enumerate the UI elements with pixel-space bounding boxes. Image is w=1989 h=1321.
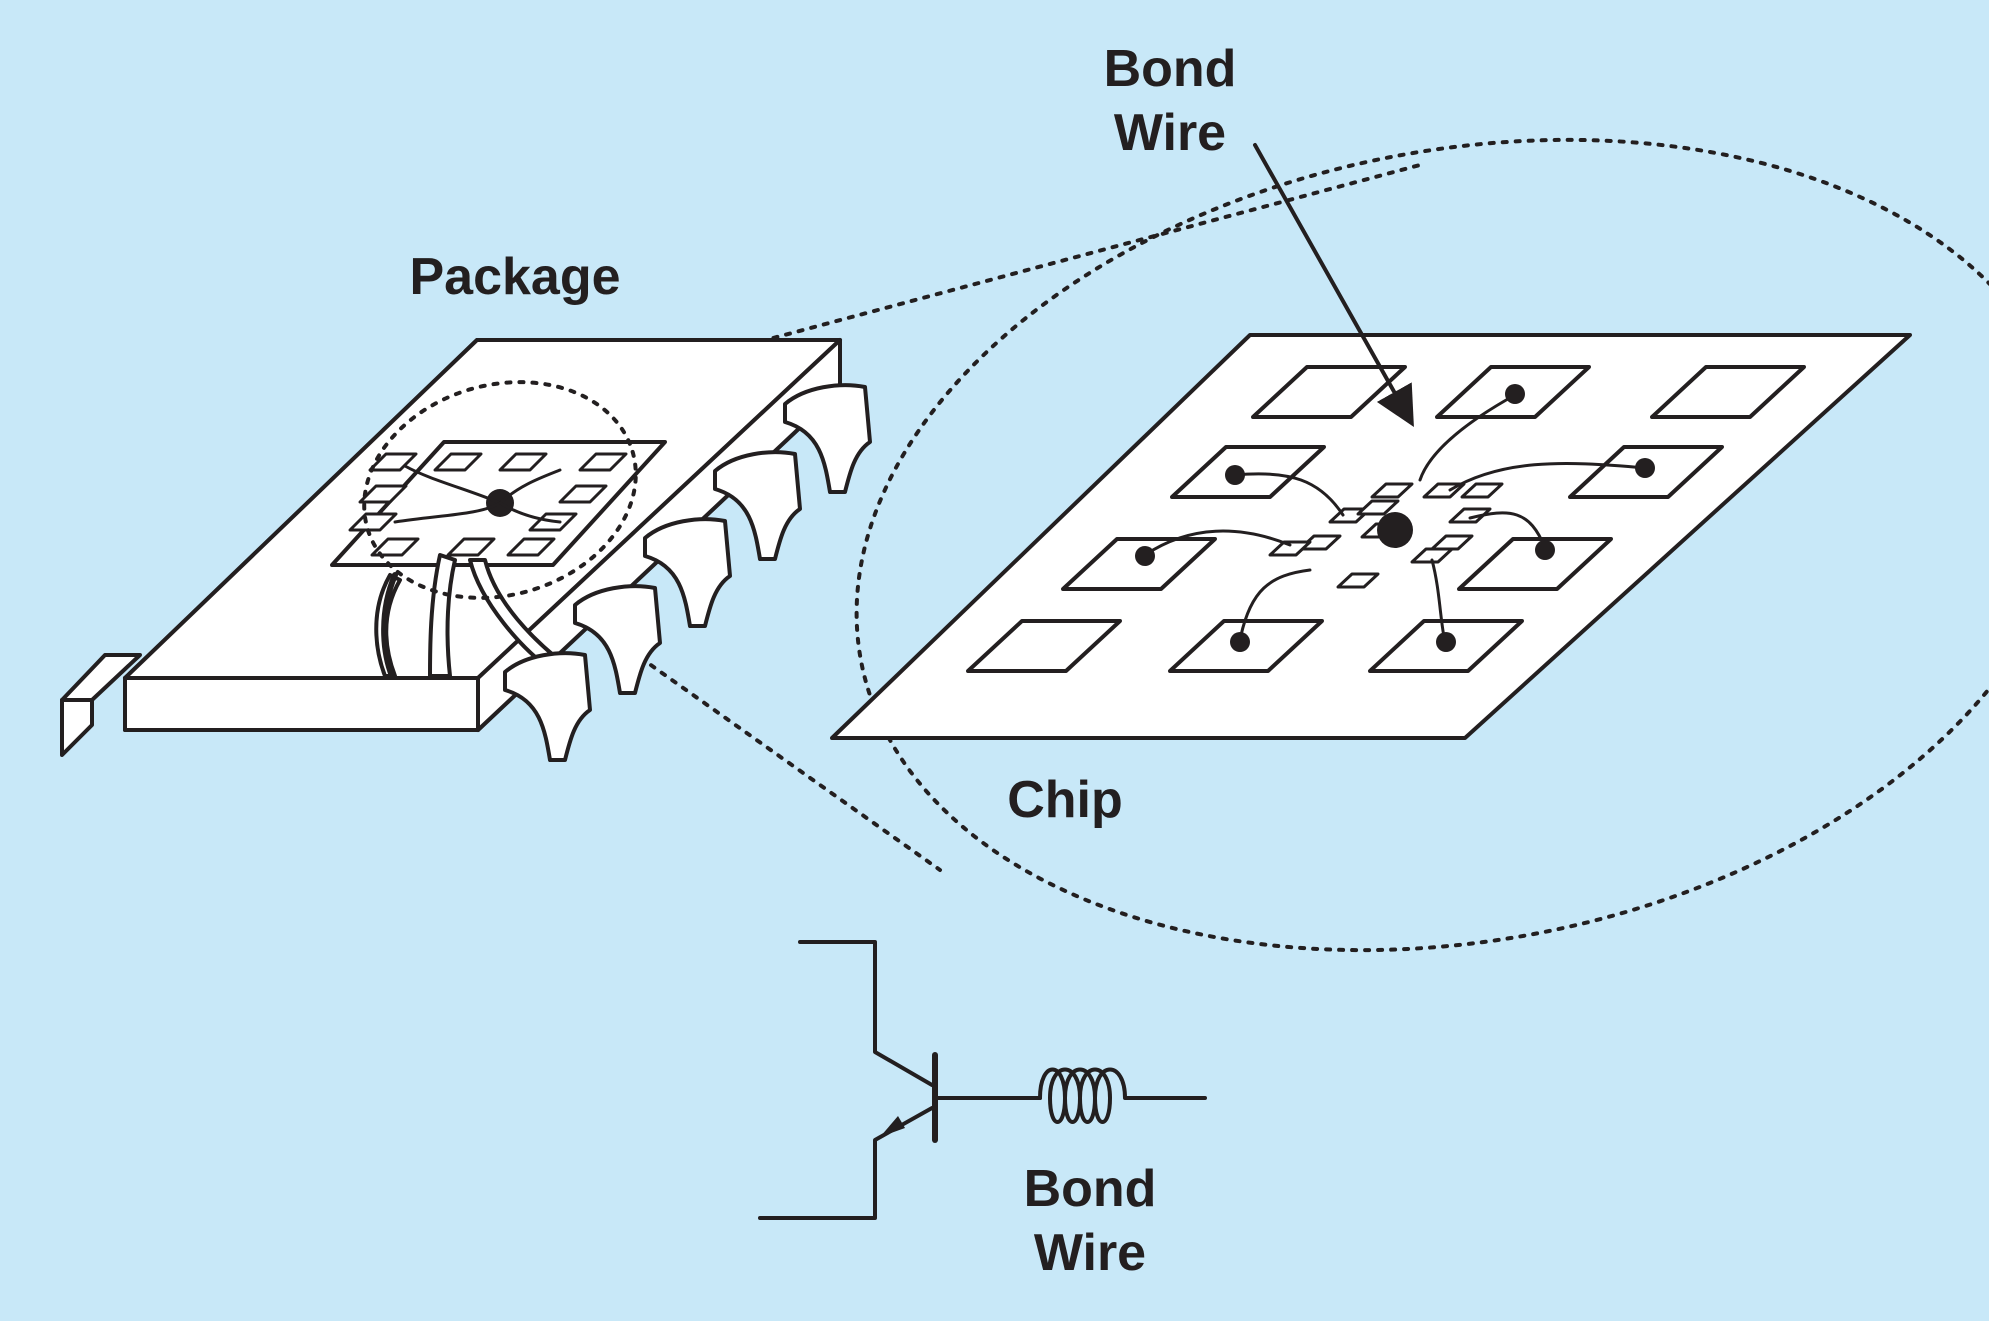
chip-pad-7: [1457, 537, 1613, 591]
transistor-emitter: [758, 1106, 934, 1220]
chip-core: [1377, 512, 1413, 548]
magnification-ellipse: [854, 137, 1989, 953]
inductor-coil: [1038, 1067, 1207, 1124]
schematic-symbol: [758, 940, 1207, 1220]
label-bond-wire-bottom-line1: Bond: [1024, 1160, 1157, 1218]
package-right-leads: [503, 383, 872, 762]
chip-pad-8: [966, 619, 1122, 673]
chip-inner-pads: [1268, 482, 1504, 589]
label-bond-wire-top-line1: Bond: [1104, 40, 1237, 98]
label-bond-wire-bottom-line2: Wire: [1034, 1224, 1146, 1282]
enlarged-chip: [830, 333, 1912, 740]
chip-bond-dots: [1135, 384, 1655, 652]
package-die-pads: [348, 452, 628, 557]
bond-wire-arrow: [1253, 143, 1414, 427]
package-internal-leadframe: [374, 553, 582, 679]
emitter-arrow: [880, 1116, 905, 1137]
package-die-wires: [393, 464, 562, 524]
package-front-face: [123, 676, 480, 732]
label-chip: Chip: [1007, 771, 1123, 829]
transistor-collector: [798, 940, 934, 1087]
chip-pad-1: [1251, 365, 1407, 419]
chip-pad-4: [1170, 445, 1326, 499]
ic-package: [60, 338, 872, 762]
package-zoom-circle: [362, 380, 638, 600]
label-package: Package: [409, 248, 620, 306]
label-bond-wire-top-line2: Wire: [1114, 104, 1226, 162]
chip-bond-wires: [1143, 393, 1647, 644]
chip-pad-3: [1650, 365, 1806, 419]
